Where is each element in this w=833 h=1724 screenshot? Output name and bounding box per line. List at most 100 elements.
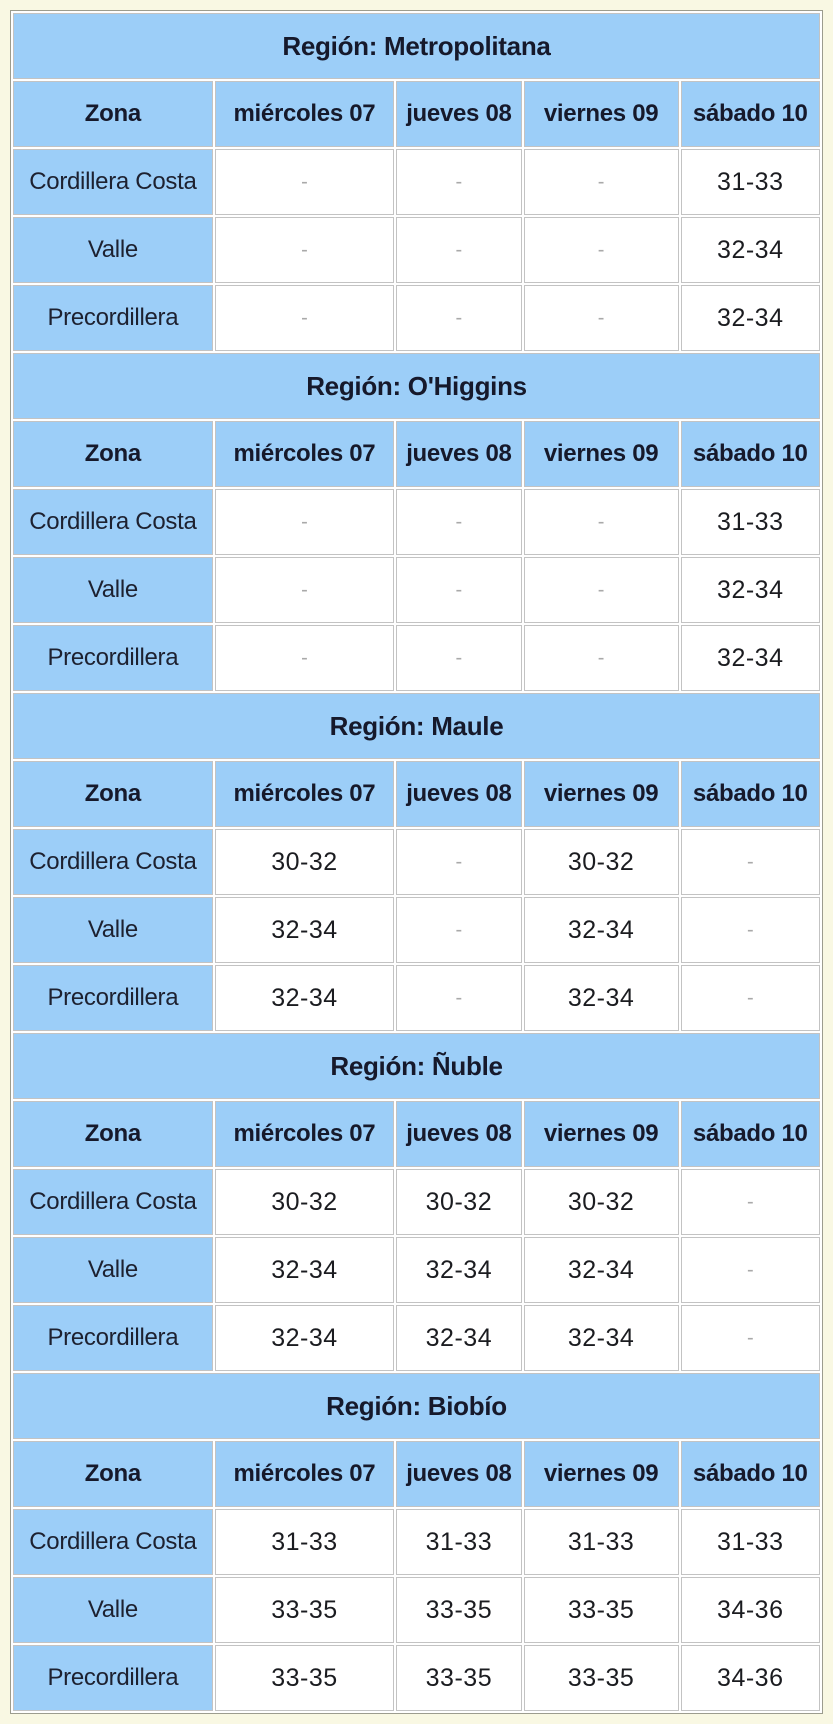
- empty-temperature-cell: -: [396, 829, 522, 895]
- table-row: Precordillera 32-34-32-34-: [13, 965, 820, 1031]
- table-row: Valle 32-34 32-34 32-34-: [13, 1237, 820, 1303]
- temperature-cell: 32-34: [214, 1237, 395, 1303]
- temperature-cell: 34-36: [680, 1645, 820, 1711]
- column-header-day: sábado 10: [680, 1441, 820, 1507]
- column-header-day: jueves 08: [396, 81, 522, 147]
- column-header-day: jueves 08: [396, 1441, 522, 1507]
- column-header-day: miércoles 07: [214, 81, 395, 147]
- zone-label: Valle: [13, 557, 213, 623]
- column-header-day: sábado 10: [680, 421, 820, 487]
- temperature-cell: 32-34: [523, 1237, 679, 1303]
- empty-temperature-cell: -: [523, 489, 679, 555]
- zone-label: Valle: [13, 217, 213, 283]
- empty-temperature-cell: -: [396, 897, 522, 963]
- temperature-cell: 32-34: [214, 897, 395, 963]
- column-header-day: viernes 09: [523, 761, 679, 827]
- column-header-row: Zona miércoles 07 jueves 08 viernes 09 sábad…: [13, 421, 820, 487]
- region-title: Región: Metropolitana: [13, 13, 820, 79]
- column-header-day: sábado 10: [680, 1101, 820, 1167]
- region-title-row: Región: Biobío: [13, 1373, 820, 1439]
- region-title: Región: O'Higgins: [13, 353, 820, 419]
- column-header-zona: Zona: [13, 1441, 213, 1507]
- zone-label: Cordillera Costa: [13, 1169, 213, 1235]
- temperature-cell: 30-32: [523, 1169, 679, 1235]
- temperature-cell: 32-34: [523, 897, 679, 963]
- table-row: Valle - - -32-34: [13, 557, 820, 623]
- empty-temperature-cell: -: [680, 1305, 820, 1371]
- empty-temperature-cell: -: [680, 965, 820, 1031]
- temperature-cell: 31-33: [680, 149, 820, 215]
- temperature-cell: 32-34: [214, 1305, 395, 1371]
- temperature-cell: 33-35: [396, 1645, 522, 1711]
- region-title: Región: Biobío: [13, 1373, 820, 1439]
- table-row: Precordillera 32-34 32-34 32-34-: [13, 1305, 820, 1371]
- zone-label: Cordillera Costa: [13, 149, 213, 215]
- region-title-row: Región: Ñuble: [13, 1033, 820, 1099]
- temperature-cell: 33-35: [523, 1577, 679, 1643]
- temperature-cell: 31-33: [523, 1509, 679, 1575]
- table-row: Precordillera - - -32-34: [13, 285, 820, 351]
- empty-temperature-cell: -: [214, 625, 395, 691]
- column-header-day: jueves 08: [396, 1101, 522, 1167]
- empty-temperature-cell: -: [680, 1237, 820, 1303]
- table-row: Valle 33-35 33-35 33-35 34-36: [13, 1577, 820, 1643]
- empty-temperature-cell: -: [523, 557, 679, 623]
- empty-temperature-cell: -: [214, 149, 395, 215]
- column-header-row: Zona miércoles 07 jueves 08 viernes 09 sábad…: [13, 81, 820, 147]
- temperature-cell: 32-34: [680, 285, 820, 351]
- empty-temperature-cell: -: [396, 149, 522, 215]
- column-header-day: sábado 10: [680, 761, 820, 827]
- empty-temperature-cell: -: [523, 285, 679, 351]
- table-row: Cordillera Costa 30-32-30-32-: [13, 829, 820, 895]
- zone-label: Precordillera: [13, 965, 213, 1031]
- empty-temperature-cell: -: [396, 625, 522, 691]
- table-row: Cordillera Costa - - -31-33: [13, 149, 820, 215]
- column-header-zona: Zona: [13, 761, 213, 827]
- column-header-row: Zona miércoles 07 jueves 08 viernes 09 sábad…: [13, 1101, 820, 1167]
- temperature-cell: 30-32: [523, 829, 679, 895]
- temperature-cell: 33-35: [214, 1577, 395, 1643]
- region-title: Región: Ñuble: [13, 1033, 820, 1099]
- temperature-cell: 31-33: [680, 489, 820, 555]
- temperature-cell: 31-33: [214, 1509, 395, 1575]
- zone-label: Precordillera: [13, 625, 213, 691]
- temperature-cell: 32-34: [523, 965, 679, 1031]
- region-title-row: Región: O'Higgins: [13, 353, 820, 419]
- temperature-cell: 32-34: [523, 1305, 679, 1371]
- empty-temperature-cell: -: [396, 285, 522, 351]
- empty-temperature-cell: -: [396, 965, 522, 1031]
- zone-label: Precordillera: [13, 285, 213, 351]
- region-title-row: Región: Maule: [13, 693, 820, 759]
- column-header-row: Zona miércoles 07 jueves 08 viernes 09 sábad…: [13, 1441, 820, 1507]
- zone-label: Precordillera: [13, 1305, 213, 1371]
- empty-temperature-cell: -: [214, 217, 395, 283]
- empty-temperature-cell: -: [523, 149, 679, 215]
- zone-label: Cordillera Costa: [13, 829, 213, 895]
- temperature-cell: 32-34: [680, 625, 820, 691]
- column-header-day: miércoles 07: [214, 1101, 395, 1167]
- column-header-day: viernes 09: [523, 1101, 679, 1167]
- column-header-day: sábado 10: [680, 81, 820, 147]
- temperature-cell: 30-32: [396, 1169, 522, 1235]
- zone-label: Precordillera: [13, 1645, 213, 1711]
- forecast-table: Región: Metropolitana Zona miércoles 07 jue…: [10, 10, 823, 1714]
- empty-temperature-cell: -: [396, 217, 522, 283]
- empty-temperature-cell: -: [523, 217, 679, 283]
- temperature-cell: 30-32: [214, 829, 395, 895]
- temperature-cell: 34-36: [680, 1577, 820, 1643]
- temperature-cell: 32-34: [396, 1305, 522, 1371]
- temperature-cell: 32-34: [396, 1237, 522, 1303]
- table-row: Valle 32-34-32-34-: [13, 897, 820, 963]
- temperature-cell: 32-34: [680, 557, 820, 623]
- region-title-row: Región: Metropolitana: [13, 13, 820, 79]
- temperature-cell: 33-35: [396, 1577, 522, 1643]
- zone-label: Valle: [13, 1577, 213, 1643]
- temperature-cell: 31-33: [396, 1509, 522, 1575]
- column-header-day: viernes 09: [523, 421, 679, 487]
- table-row: Cordillera Costa 31-33 31-33 31-33 31-33: [13, 1509, 820, 1575]
- empty-temperature-cell: -: [214, 285, 395, 351]
- column-header-day: viernes 09: [523, 81, 679, 147]
- temperature-cell: 30-32: [214, 1169, 395, 1235]
- empty-temperature-cell: -: [396, 557, 522, 623]
